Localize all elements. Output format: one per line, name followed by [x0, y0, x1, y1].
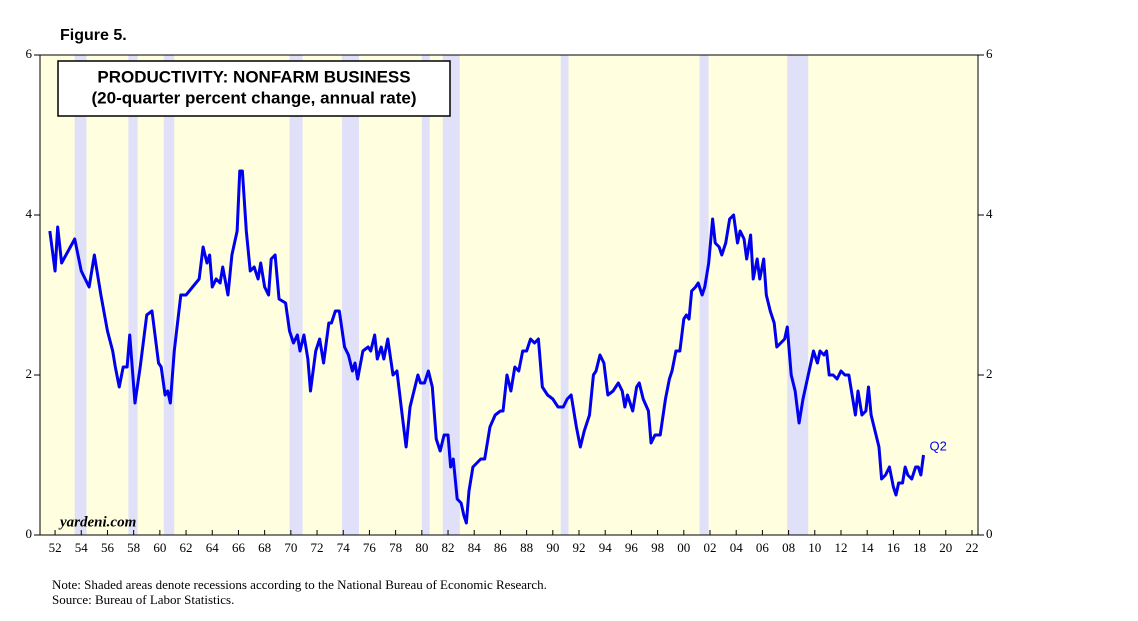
x-tick-label: 12 [834, 540, 847, 555]
y2-tick-label: 4 [986, 206, 993, 221]
x-tick-label: 02 [704, 540, 717, 555]
recession-band [74, 55, 87, 535]
x-tick-label: 18 [913, 540, 926, 555]
recession-band [560, 55, 569, 535]
y-tick-label: 2 [26, 366, 33, 381]
recession-band [421, 55, 430, 535]
x-tick-label: 86 [494, 540, 508, 555]
y-tick-label: 4 [26, 206, 33, 221]
x-tick-label: 54 [75, 540, 89, 555]
x-tick-label: 94 [599, 540, 613, 555]
x-tick-label: 10 [808, 540, 821, 555]
x-tick-label: 72 [311, 540, 324, 555]
x-tick-label: 64 [206, 540, 220, 555]
x-tick-label: 20 [939, 540, 952, 555]
x-tick-label: 62 [180, 540, 193, 555]
x-tick-label: 96 [625, 540, 639, 555]
annotation: Q2 [930, 438, 947, 453]
y-tick-label: 0 [26, 526, 33, 541]
chart-title: PRODUCTIVITY: NONFARM BUSINESS [97, 67, 410, 86]
x-tick-label: 70 [284, 540, 297, 555]
note: Note: Shaded areas denote recessions acc… [52, 577, 547, 592]
plot-frame [39, 54, 979, 536]
chart-subtitle: (20-quarter percent change, annual rate) [92, 88, 417, 107]
recession-band [787, 55, 809, 535]
figure-label: Figure 5. [60, 27, 127, 44]
x-tick-label: 78 [389, 540, 402, 555]
x-tick-label: 00 [677, 540, 690, 555]
x-tick-label: 58 [127, 540, 140, 555]
x-tick-label: 80 [415, 540, 428, 555]
x-tick-label: 68 [258, 540, 271, 555]
x-tick-label: 52 [49, 540, 62, 555]
y2-tick-label: 2 [986, 366, 993, 381]
source: Source: Bureau of Labor Statistics. [52, 592, 234, 607]
data-line [48, 169, 925, 525]
recession-band [341, 55, 359, 535]
x-tick-label: 74 [337, 540, 351, 555]
x-tick-label: 56 [101, 540, 115, 555]
x-tick-label: 90 [546, 540, 559, 555]
watermark: yardeni.com [58, 514, 136, 530]
y2-tick-label: 6 [986, 46, 993, 61]
plot-background [40, 55, 978, 535]
title-box [57, 60, 451, 117]
x-tick-label: 66 [232, 540, 246, 555]
recession-band [289, 55, 303, 535]
x-tick-label: 98 [651, 540, 664, 555]
x-tick-label: 04 [730, 540, 744, 555]
recession-band [442, 55, 460, 535]
x-tick-label: 82 [442, 540, 455, 555]
x-tick-label: 92 [573, 540, 586, 555]
recession-band [163, 55, 175, 535]
x-tick-label: 16 [887, 540, 901, 555]
recession-band [128, 55, 138, 535]
x-tick-label: 84 [468, 540, 482, 555]
x-tick-label: 60 [153, 540, 166, 555]
x-tick-label: 22 [965, 540, 978, 555]
recession-band [699, 55, 709, 535]
x-tick-label: 14 [861, 540, 875, 555]
x-tick-label: 76 [363, 540, 377, 555]
x-tick-label: 08 [782, 540, 795, 555]
y2-tick-label: 0 [986, 526, 993, 541]
x-tick-label: 06 [756, 540, 770, 555]
y-tick-label: 6 [26, 46, 33, 61]
x-tick-label: 88 [520, 540, 533, 555]
